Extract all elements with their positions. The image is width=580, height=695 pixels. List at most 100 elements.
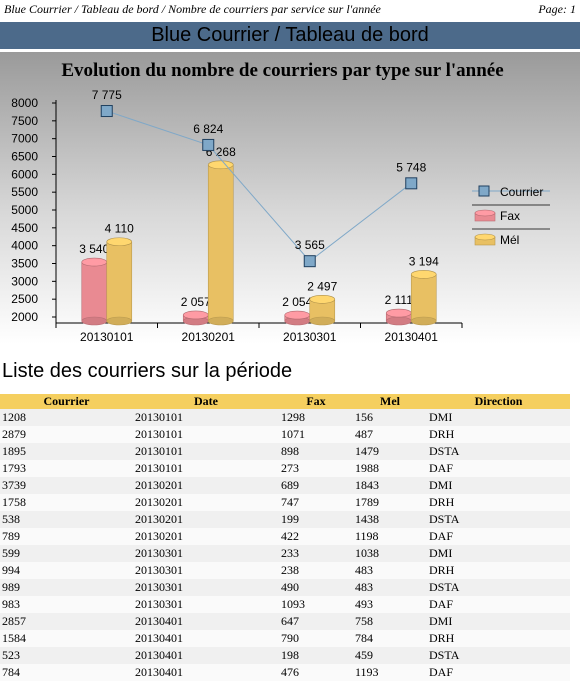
- table-row: 3739 20130201 689 1843 DMI: [0, 477, 570, 494]
- table-cell: 233: [279, 545, 353, 562]
- mel-bar-base: [410, 316, 437, 326]
- table-cell: 1793: [0, 460, 133, 477]
- table-cell: 20130401: [133, 613, 279, 630]
- fax-bar-top: [284, 310, 311, 320]
- table-row: 1584 20130401 790 784 DRH: [0, 630, 570, 647]
- fax-bar-top: [182, 310, 209, 320]
- table-cell: 784: [353, 630, 427, 647]
- table-cell: DRH: [427, 426, 570, 443]
- table-cell: 490: [279, 579, 353, 596]
- y-tick-label: 6000: [11, 167, 38, 181]
- table-cell: 20130301: [133, 579, 279, 596]
- y-tick-label: 2000: [11, 310, 38, 324]
- table-cell: DMI: [427, 545, 570, 562]
- table-cell: 199: [279, 511, 353, 528]
- fax-bar-base: [81, 316, 108, 326]
- table-cell: 20130101: [133, 426, 279, 443]
- table-row: 2857 20130401 647 758 DMI: [0, 613, 570, 630]
- table-cell: 983: [0, 596, 133, 613]
- table-cell: 20130201: [133, 494, 279, 511]
- table-cell: 493: [353, 596, 427, 613]
- mel-bar-top: [410, 270, 437, 279]
- table-cell: 1093: [279, 596, 353, 613]
- y-tick-label: 5000: [11, 203, 38, 217]
- fax-data-label: 2 111: [385, 293, 414, 307]
- table-cell: DSTA: [427, 647, 570, 664]
- table-row: 599 20130301 233 1038 DMI: [0, 545, 570, 562]
- table-cell: 1071: [279, 426, 353, 443]
- table-cell: 647: [279, 613, 353, 630]
- table-cell: 1758: [0, 494, 133, 511]
- table-cell: DRH: [427, 630, 570, 647]
- table-row: 994 20130301 238 483 DRH: [0, 562, 570, 579]
- courrier-point: [100, 105, 113, 118]
- table-row: 983 20130301 1093 493 DAF: [0, 596, 570, 613]
- table-cell: DAF: [427, 664, 570, 681]
- table-row: 2879 20130101 1071 487 DRH: [0, 426, 570, 443]
- table-row: 538 20130201 199 1438 DSTA: [0, 511, 570, 528]
- table-cell: 1438: [353, 511, 427, 528]
- table-cell: 20130101: [133, 443, 279, 460]
- mel-bar-top: [106, 237, 133, 247]
- x-tick-label: 20130301: [283, 330, 337, 344]
- table-cell: 689: [279, 477, 353, 494]
- fax-data-label: 2 057: [181, 295, 211, 309]
- table-cell: 989: [0, 579, 133, 596]
- table-cell: 789: [0, 528, 133, 545]
- table-row: 784 20130401 476 1193 DAF: [0, 664, 570, 681]
- table-cell: 476: [279, 664, 353, 681]
- table-cell: 20130201: [133, 477, 279, 494]
- mel-bar-base: [106, 316, 133, 326]
- table-cell: 1584: [0, 630, 133, 647]
- table-cell: 784: [0, 664, 133, 681]
- column-header: Fax: [279, 394, 353, 409]
- column-header: Date: [133, 394, 279, 409]
- table-row: 1793 20130101 273 1988 DAF: [0, 460, 570, 477]
- courrier-table: Courrier Date Fax Mel Direction 1208 20130101…: [0, 394, 570, 681]
- y-tick-label: 7500: [11, 114, 38, 128]
- fax-bar-top: [81, 257, 108, 267]
- legend-courrier-marker: [478, 185, 490, 197]
- courrier-point: [303, 255, 316, 268]
- table-cell: 198: [279, 647, 353, 664]
- y-tick-label: 4500: [11, 221, 38, 235]
- courrier-line: [106, 110, 412, 262]
- mel-data-label: 3 194: [409, 254, 439, 268]
- chart-title: Evolution du nombre de courriers par typ…: [61, 60, 504, 81]
- table-cell: DRH: [427, 562, 570, 579]
- table-cell: 599: [0, 545, 133, 562]
- table-cell: 538: [0, 511, 133, 528]
- table-cell: 20130301: [133, 545, 279, 562]
- table-cell: 20130401: [133, 647, 279, 664]
- table-row: 1895 20130101 898 1479 DSTA: [0, 443, 570, 460]
- y-tick-label: 2500: [11, 292, 38, 306]
- table-cell: 2879: [0, 426, 133, 443]
- fax-data-label: 2 054: [282, 295, 312, 309]
- mel-bar-top: [309, 294, 336, 304]
- table-cell: 238: [279, 562, 353, 579]
- y-tick-label: 5500: [11, 185, 38, 199]
- table-cell: 790: [279, 630, 353, 647]
- chart-panel: Evolution du nombre de courriers par typ…: [0, 52, 580, 344]
- y-tick-label: 8000: [11, 96, 38, 110]
- table-cell: 20130201: [133, 511, 279, 528]
- table-cell: 20130301: [133, 562, 279, 579]
- mel-bar: [207, 164, 234, 322]
- table-cell: 20130201: [133, 528, 279, 545]
- table-cell: 2857: [0, 613, 133, 630]
- table-cell: 483: [353, 562, 427, 579]
- table-cell: DSTA: [427, 511, 570, 528]
- table-cell: 156: [353, 409, 427, 426]
- y-tick-label: 3000: [11, 274, 38, 288]
- table-cell: DMI: [427, 409, 570, 426]
- legend-fax-swatch-top: [474, 209, 496, 217]
- courrier-data-label: 6 824: [193, 122, 223, 136]
- table-row: 1208 20130101 1298 156 DMI: [0, 409, 570, 426]
- fax-bar: [81, 261, 108, 322]
- mel-bar: [106, 241, 133, 322]
- table-cell: 459: [353, 647, 427, 664]
- table-cell: 758: [353, 613, 427, 630]
- table-cell: 20130401: [133, 664, 279, 681]
- table-cell: DAF: [427, 460, 570, 477]
- table-cell: 1198: [353, 528, 427, 545]
